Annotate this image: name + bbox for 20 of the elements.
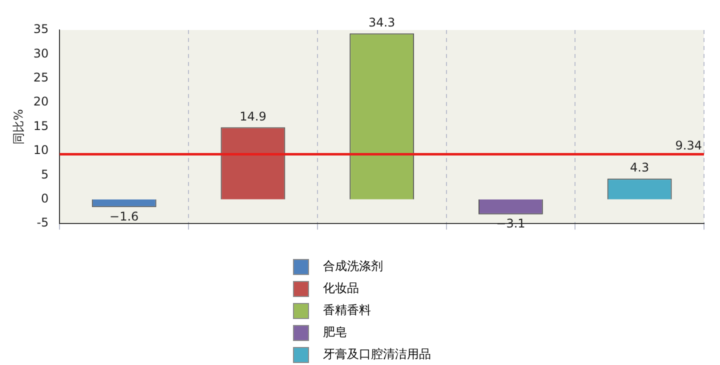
y-tick-label: 20 <box>33 94 49 109</box>
legend-label: 牙膏及口腔清洁用品 <box>323 346 431 363</box>
y-tick-label: -5 <box>36 216 49 230</box>
legend-label: 香精香料 <box>323 302 371 319</box>
data-label: 4.3 <box>630 160 650 175</box>
y-tick-label: 15 <box>33 118 49 133</box>
y-tick-label: 5 <box>41 167 49 182</box>
data-label: 34.3 <box>368 16 396 30</box>
legend-label: 化妆品 <box>323 280 359 297</box>
y-tick-label: 25 <box>33 70 49 85</box>
y-tick-label: 30 <box>33 46 49 60</box>
legend-label: 合成洗涤剂 <box>323 258 383 275</box>
y-axis-title: 同比% <box>11 109 26 145</box>
y-tick-label: 0 <box>41 192 49 206</box>
y-tick-label: 10 <box>33 143 49 158</box>
legend-label: 肥皂 <box>323 324 347 341</box>
ref-line-label: 9.34 <box>675 138 702 152</box>
data-label: 14.9 <box>240 109 266 124</box>
y-tick-label: 35 <box>33 22 49 36</box>
data-label: −1.6 <box>110 209 139 224</box>
